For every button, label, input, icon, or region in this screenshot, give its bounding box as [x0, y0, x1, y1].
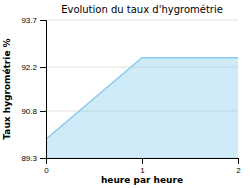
- tick-label: 92.2: [21, 63, 37, 72]
- axis-line: [47, 159, 239, 165]
- plot: 0 1 2 89.3 90.8 92.2 93.7: [21, 16, 241, 175]
- tick: 1: [140, 158, 145, 175]
- title: Evolution du taux d'hygrométrie: [61, 4, 223, 15]
- tick-label: 2: [236, 166, 241, 175]
- tick: 89.3: [21, 154, 46, 163]
- x-axis: 0 1 2: [44, 158, 241, 175]
- line: [46, 58, 238, 140]
- tick-label: 89.3: [21, 154, 37, 163]
- tick-label: 90.8: [21, 107, 37, 116]
- tick: 90.8: [21, 107, 46, 116]
- tick-mark: [40, 20, 46, 21]
- tick-mark: [40, 158, 46, 159]
- grid: [46, 20, 238, 158]
- tick-mark: [40, 111, 46, 112]
- grid-line: [46, 20, 238, 21]
- tick-mark: [238, 158, 239, 164]
- tick-mark: [40, 67, 46, 68]
- axis-line: [40, 21, 47, 159]
- tick-label: 1: [140, 166, 145, 175]
- tick-label: 0: [44, 166, 49, 175]
- tick: 92.2: [21, 63, 46, 72]
- y-axis: 89.3 90.8 92.2 93.7: [21, 16, 46, 163]
- x-axis-title: heure par heure: [101, 175, 183, 185]
- chart: 0 1 2 89.3 90.8 92.2 93.7 Evolution du taux d'h…: [0, 0, 250, 188]
- area: [46, 58, 238, 158]
- tick: 2: [236, 158, 241, 175]
- tick-mark: [142, 158, 143, 164]
- y-axis-title: Taux hygrométrie %: [2, 38, 12, 139]
- tick-label: 93.7: [21, 16, 37, 25]
- tick: 0: [44, 158, 49, 175]
- marks: [46, 58, 238, 158]
- tick: 93.7: [21, 16, 46, 25]
